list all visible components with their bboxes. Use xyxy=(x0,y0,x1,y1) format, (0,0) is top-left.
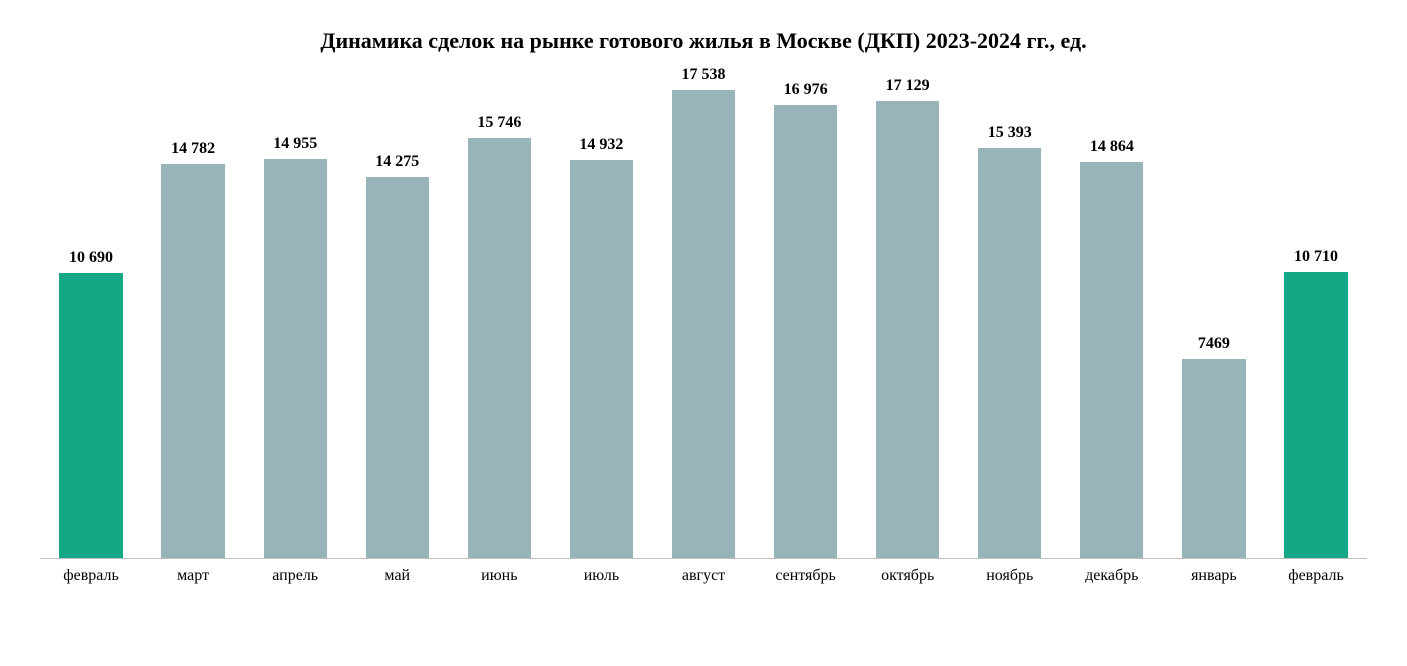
bar xyxy=(161,164,224,558)
bar xyxy=(978,148,1041,558)
bar-slot: 14 864 xyxy=(1061,138,1163,558)
x-axis-label: октябрь xyxy=(857,567,959,585)
chart-title: Динамика сделок на рынке готового жилья … xyxy=(40,28,1367,54)
x-axis-label: апрель xyxy=(244,567,346,585)
bar-value-label: 7469 xyxy=(1198,335,1230,353)
bar-value-label: 14 955 xyxy=(273,135,317,153)
x-axis-label: сентябрь xyxy=(755,567,857,585)
bar-slot: 15 746 xyxy=(448,114,550,558)
x-axis-label: январь xyxy=(1163,567,1265,585)
bar-value-label: 14 932 xyxy=(579,136,623,154)
bar-slot: 10 690 xyxy=(40,249,142,558)
bar xyxy=(876,101,939,558)
x-axis-label: август xyxy=(652,567,754,585)
plot-area: 10 69014 78214 95514 27515 74614 93217 5… xyxy=(40,78,1367,559)
bar-value-label: 14 782 xyxy=(171,140,215,158)
x-axis-labels: февральмартапрельмайиюньиюльавгустсентяб… xyxy=(40,567,1367,585)
x-axis-label: декабрь xyxy=(1061,567,1163,585)
x-axis-label: март xyxy=(142,567,244,585)
bar xyxy=(1080,162,1143,558)
bar-value-label: 17 129 xyxy=(886,77,930,95)
bar-value-label: 10 710 xyxy=(1294,248,1338,266)
bar xyxy=(672,90,735,558)
bar-slot: 17 129 xyxy=(857,77,959,558)
bar-chart: Динамика сделок на рынке готового жилья … xyxy=(0,0,1407,666)
bar-value-label: 17 538 xyxy=(682,66,726,84)
x-axis-label: июль xyxy=(550,567,652,585)
bar-value-label: 14 864 xyxy=(1090,138,1134,156)
bar xyxy=(570,160,633,558)
bar-slot: 15 393 xyxy=(959,124,1061,558)
bar-value-label: 14 275 xyxy=(375,153,419,171)
bar-value-label: 10 690 xyxy=(69,249,113,267)
bar-value-label: 16 976 xyxy=(784,81,828,99)
x-axis-label: февраль xyxy=(40,567,142,585)
bar xyxy=(264,159,327,558)
x-axis-label: май xyxy=(346,567,448,585)
bar-slot: 7469 xyxy=(1163,335,1265,558)
bar xyxy=(1284,272,1347,558)
bar-slot: 14 782 xyxy=(142,140,244,558)
bar xyxy=(774,105,837,558)
x-axis-label: июнь xyxy=(448,567,550,585)
x-axis-label: ноябрь xyxy=(959,567,1061,585)
bar xyxy=(59,273,122,558)
bar-slot: 16 976 xyxy=(755,81,857,558)
bar-slot: 14 955 xyxy=(244,135,346,558)
bar-value-label: 15 746 xyxy=(477,114,521,132)
bar-slot: 10 710 xyxy=(1265,248,1367,558)
bar xyxy=(468,138,531,558)
bar-slot: 17 538 xyxy=(652,66,754,558)
bar-slot: 14 275 xyxy=(346,153,448,558)
bar-value-label: 15 393 xyxy=(988,124,1032,142)
bar xyxy=(1182,359,1245,558)
x-axis-label: февраль xyxy=(1265,567,1367,585)
bar-slot: 14 932 xyxy=(550,136,652,558)
bar xyxy=(366,177,429,558)
